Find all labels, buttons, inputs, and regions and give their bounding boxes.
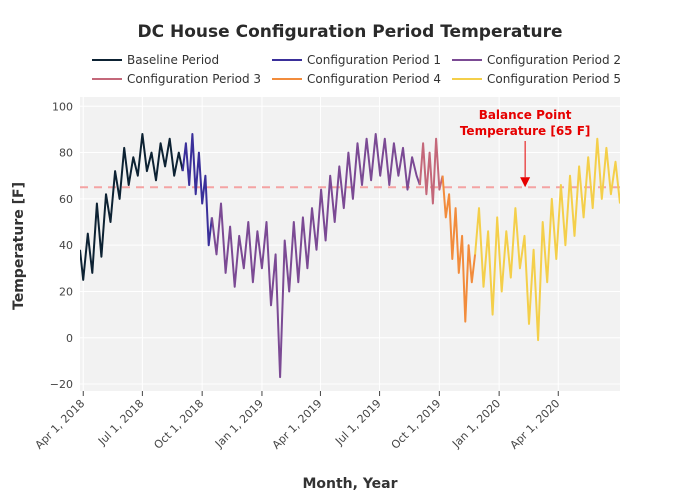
x-axis-title: Month, Year: [302, 476, 397, 492]
x-axis-ticks: Apr 1, 2018 Jul 1, 2018 Oct 1, 2018 Jan 1, …: [33, 391, 563, 452]
grid-lines: [80, 97, 620, 391]
x-tick-label: Jul 1, 2019: [332, 397, 383, 448]
y-tick-label: 100: [52, 100, 73, 113]
legend: Baseline Period Configuration Period 1 Con…: [92, 53, 621, 86]
series-line-2: [181, 133, 213, 247]
y-tick-label: 40: [59, 239, 73, 252]
y-axis-ticks: −20 0 20 40 60 80 100: [50, 100, 73, 391]
legend-label: Configuration Period 2: [487, 53, 621, 67]
y-tick-label: 60: [59, 193, 73, 206]
series-line-6: [474, 137, 620, 342]
x-tick-label: Oct 1, 2019: [389, 397, 444, 452]
y-tick-label: −20: [50, 378, 73, 391]
x-tick-label: Jan 1, 2020: [449, 397, 503, 451]
series-line-5: [441, 175, 477, 323]
series-line-4: [418, 137, 444, 205]
y-tick-label: 20: [59, 285, 73, 298]
legend-label: Configuration Period 4: [307, 72, 441, 86]
y-tick-label: 0: [66, 332, 73, 345]
series-line-1: [80, 133, 184, 281]
legend-label: Configuration Period 1: [307, 53, 441, 67]
y-axis-title: Temperature [F]: [11, 182, 27, 310]
chart-title: DC House Configuration Period Temperatur…: [138, 22, 563, 42]
annotation-arrow-head: [520, 177, 531, 188]
y-tick-label: 80: [59, 147, 73, 160]
x-tick-label: Jul 1, 2018: [95, 397, 146, 448]
annotation-line-2: Temperature [65 F]: [460, 124, 591, 138]
annotation-line-1: Balance Point: [479, 108, 572, 122]
legend-label: Baseline Period: [127, 53, 219, 67]
series-lines: [80, 133, 620, 379]
x-tick-label: Oct 1, 2018: [151, 397, 206, 452]
series-line-3: [210, 133, 421, 379]
x-tick-label: Apr 1, 2019: [270, 397, 325, 452]
balance-point-annotation: Balance Point Temperature [65 F]: [460, 108, 591, 188]
x-tick-label: Apr 1, 2020: [508, 397, 563, 452]
plot-area: [80, 97, 620, 391]
x-tick-label: Apr 1, 2018: [33, 397, 88, 452]
legend-label: Configuration Period 5: [487, 72, 621, 86]
x-tick-label: Jan 1, 2019: [212, 397, 266, 451]
legend-label: Configuration Period 3: [127, 72, 261, 86]
